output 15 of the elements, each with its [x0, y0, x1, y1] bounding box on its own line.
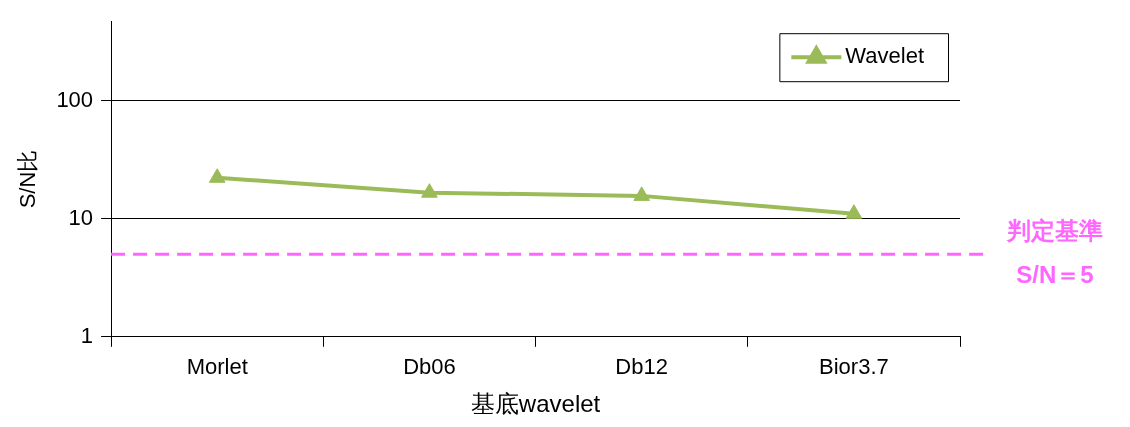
point — [633, 186, 650, 201]
y-tick-label: 10 — [68, 204, 94, 230]
ref-line-label: 判定基準 S/N＝5 — [1006, 216, 1103, 288]
x-axis-title: 基底wavelet — [470, 390, 601, 418]
point — [421, 183, 438, 198]
x-tick-label: Db12 — [615, 354, 668, 380]
point — [845, 204, 863, 219]
x-tick-label: Morlet — [186, 354, 248, 380]
point — [208, 168, 226, 183]
y-tick-label: 1 — [80, 322, 94, 348]
legend-label: Wavelet — [845, 43, 924, 69]
y-tick-label: 100 — [56, 86, 94, 112]
x-tick-label: Bior3.7 — [819, 354, 889, 380]
y-axis-title: S/N比 — [15, 149, 41, 209]
x-tick-label: Db06 — [403, 354, 456, 380]
